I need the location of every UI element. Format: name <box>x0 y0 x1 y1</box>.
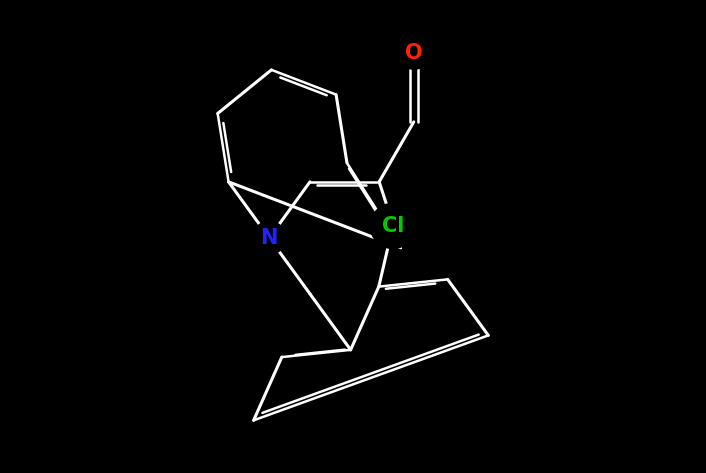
Text: N: N <box>261 228 278 248</box>
Circle shape <box>371 203 416 248</box>
Circle shape <box>397 36 431 69</box>
Text: Cl: Cl <box>382 216 404 236</box>
Text: O: O <box>405 43 423 62</box>
Circle shape <box>253 221 286 254</box>
